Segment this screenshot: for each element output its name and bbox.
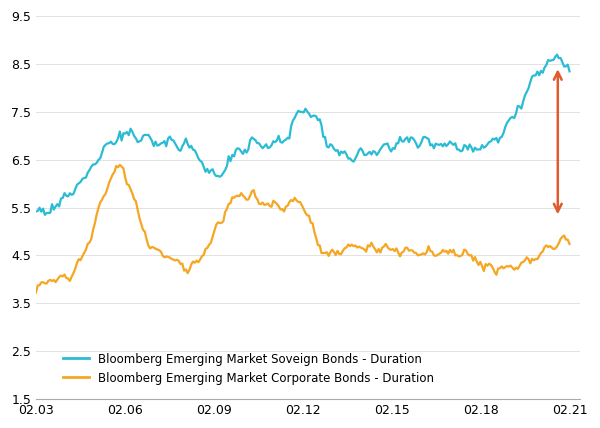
Legend: Bloomberg Emerging Market Soveign Bonds - Duration, Bloomberg Emerging Market Co: Bloomberg Emerging Market Soveign Bonds … (58, 348, 439, 389)
